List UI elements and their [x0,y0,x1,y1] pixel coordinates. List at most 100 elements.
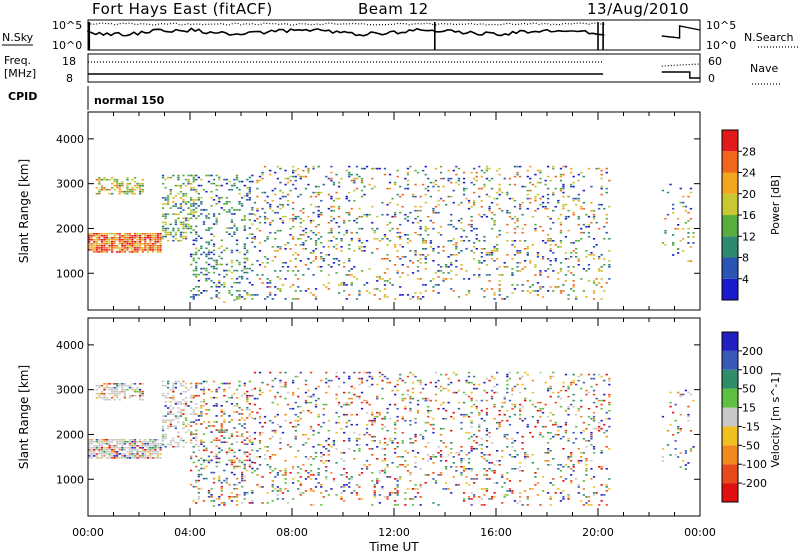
echo-cell [279,490,282,492]
echo-cell [195,294,198,296]
echo-cell [473,258,476,260]
echo-cell [327,231,330,234]
echo-cell [414,462,417,464]
echo-cell [524,397,527,400]
echo-cell [184,217,188,220]
echo-cell [133,441,137,443]
echo-cell [174,445,177,448]
echo-cell [123,441,126,443]
echo-cell [511,393,514,396]
echo-cell [337,421,341,424]
echo-cell [603,225,606,228]
echo-cell [564,274,568,276]
echo-cell [317,191,320,194]
echo-cell [424,187,427,190]
echo-cell [519,250,522,252]
echo-cell [141,447,144,449]
echo-cell [197,394,200,397]
echo-cell [488,274,491,276]
echo-cell [269,371,272,374]
echo-cell [373,492,376,494]
echo-cell [541,201,545,204]
echo-cell [327,437,330,440]
echo-cell [531,183,534,186]
echo-cell [343,391,346,394]
echo-cell [401,440,404,442]
echo-cell [348,165,351,168]
echo-cell [401,417,404,420]
echo-cell [552,165,555,168]
echo-cell [592,280,596,282]
echo-cell [557,286,560,288]
echo-cell [460,240,463,242]
echo-cell [215,415,218,417]
echo-cell [297,173,300,176]
echo-cell [179,205,183,207]
echo-cell [577,173,580,176]
echo-cell [111,457,114,459]
echo-cell [483,488,486,490]
echo-cell [116,384,119,387]
echo-cell [445,387,448,390]
echo-cell [672,254,675,256]
echo-cell [243,463,246,466]
echo-cell [220,435,223,437]
echo-cell [450,448,453,450]
echo-cell [388,381,392,384]
echo-cell [465,379,468,382]
echo-cell [161,225,165,228]
echo-cell [128,447,132,449]
echo-cell [95,241,98,243]
echo-cell [292,219,295,222]
echo-cell [220,494,223,496]
echo-cell [103,243,106,245]
echo-cell [534,223,537,226]
echo-cell [483,474,486,476]
echo-cell [274,171,277,174]
echo-cell [215,217,218,219]
echo-cell [320,379,323,382]
echo-cell [406,488,410,490]
echo-cell [103,388,106,391]
echo-cell [483,494,486,496]
echo-cell [88,447,91,449]
echo-cell [549,464,552,466]
echo-cell [95,449,98,451]
echo-cell [241,219,244,221]
echo-cell [416,403,420,406]
echo-cell [414,217,417,220]
echo-cell [190,253,193,256]
echo-cell [480,252,483,254]
echo-cell [98,245,101,247]
echo-cell [457,296,461,298]
echo-cell [118,447,121,449]
echo-cell [258,242,262,244]
echo-cell [248,403,251,405]
echo-cell [136,239,139,241]
echo-cell [202,467,206,470]
echo-cell [161,380,165,383]
echo-cell [116,439,119,441]
echo-cell [348,403,351,406]
echo-cell [246,294,249,296]
x-tick-label: 00:00 [72,526,104,539]
echo-cell [184,405,188,407]
echo-cell [401,246,404,248]
echo-cell [378,240,381,242]
echo-cell [348,258,351,260]
echo-cell [197,249,200,252]
echo-cell [187,180,190,183]
echo-cell [225,429,228,431]
echo-cell [111,182,114,185]
echo-cell [314,244,318,246]
echo-cell [246,407,249,409]
echo-cell [373,238,376,240]
echo-cell [404,381,407,384]
echo-cell [353,431,356,434]
echo-cell [246,398,249,401]
echo-cell [496,248,499,250]
echo-cell [570,454,573,456]
echo-cell [575,298,578,300]
echo-cell [383,296,387,298]
echo-cell [223,469,226,472]
